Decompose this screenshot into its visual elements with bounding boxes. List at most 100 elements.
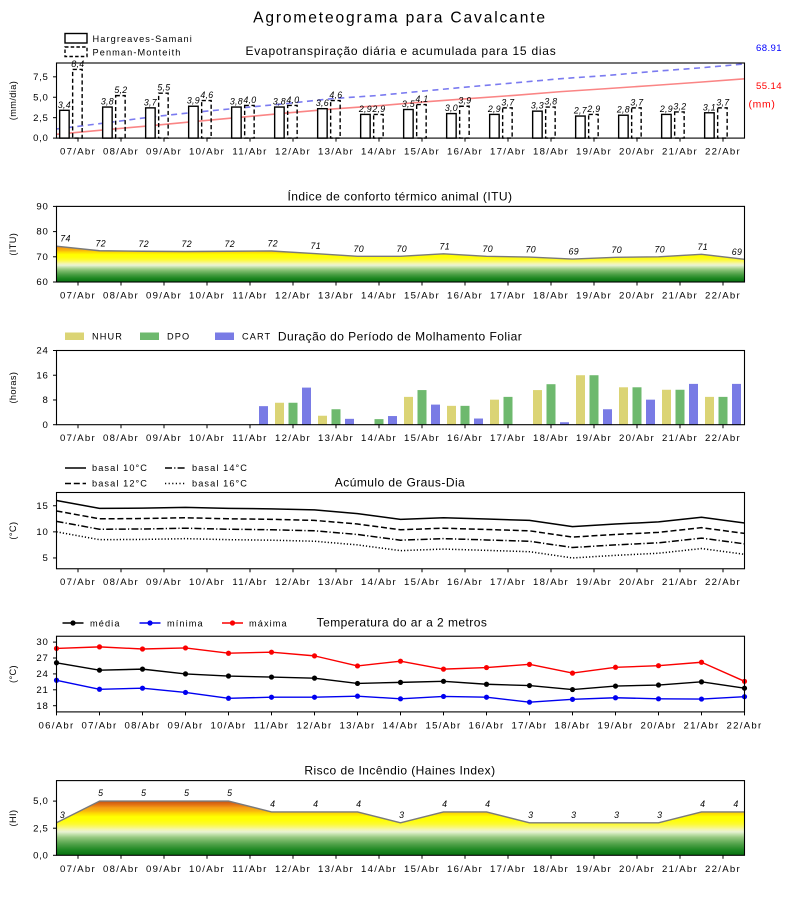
- svg-text:60: 60: [36, 277, 48, 288]
- svg-text:(HI): (HI): [8, 810, 18, 827]
- svg-text:2,9: 2,9: [659, 104, 673, 114]
- svg-text:16/Abr: 16/Abr: [468, 720, 504, 731]
- svg-text:19/Abr: 19/Abr: [576, 147, 612, 158]
- svg-text:71: 71: [698, 242, 708, 252]
- svg-text:2,9: 2,9: [371, 104, 385, 114]
- svg-text:4,0: 4,0: [286, 95, 299, 105]
- svg-text:18/Abr: 18/Abr: [533, 577, 569, 588]
- svg-text:07/Abr: 07/Abr: [81, 720, 117, 731]
- svg-text:80: 80: [36, 227, 48, 238]
- svg-text:3,7: 3,7: [716, 97, 730, 107]
- svg-text:16: 16: [36, 370, 48, 381]
- svg-text:(°C): (°C): [8, 522, 18, 540]
- svg-text:08/Abr: 08/Abr: [124, 720, 160, 731]
- svg-text:72: 72: [225, 239, 235, 249]
- svg-text:10/Abr: 10/Abr: [210, 720, 246, 731]
- svg-text:3,4: 3,4: [58, 100, 71, 110]
- svg-text:22/Abr: 22/Abr: [705, 147, 741, 158]
- svg-text:4: 4: [442, 799, 447, 809]
- svg-text:18/Abr: 18/Abr: [533, 147, 569, 158]
- svg-text:4: 4: [733, 799, 738, 809]
- svg-text:13/Abr: 13/Abr: [318, 433, 354, 444]
- svg-text:2,9: 2,9: [487, 104, 501, 114]
- svg-text:10/Abr: 10/Abr: [189, 147, 225, 158]
- svg-text:15/Abr: 15/Abr: [404, 864, 440, 875]
- svg-text:74: 74: [60, 234, 70, 244]
- svg-text:Índice de conforto térmico ani: Índice de conforto térmico animal (ITU): [288, 188, 513, 203]
- svg-text:11/Abr: 11/Abr: [232, 291, 267, 302]
- svg-text:2,5: 2,5: [33, 823, 48, 834]
- svg-text:18: 18: [36, 701, 48, 712]
- svg-text:10: 10: [36, 527, 48, 538]
- svg-text:3: 3: [657, 810, 662, 820]
- svg-text:10/Abr: 10/Abr: [189, 291, 225, 302]
- svg-text:5,0: 5,0: [33, 92, 48, 103]
- svg-text:NHUR: NHUR: [92, 332, 123, 342]
- svg-text:09/Abr: 09/Abr: [146, 433, 182, 444]
- svg-text:3,9: 3,9: [458, 96, 471, 106]
- svg-text:basal 10°C: basal 10°C: [92, 463, 148, 473]
- svg-text:14/Abr: 14/Abr: [361, 864, 397, 875]
- svg-text:12/Abr: 12/Abr: [275, 864, 311, 875]
- svg-text:19/Abr: 19/Abr: [576, 433, 612, 444]
- svg-text:3,7: 3,7: [144, 97, 158, 107]
- svg-text:14/Abr: 14/Abr: [361, 577, 397, 588]
- svg-text:3: 3: [614, 810, 619, 820]
- svg-text:5: 5: [227, 788, 232, 798]
- svg-text:30: 30: [36, 637, 48, 648]
- svg-text:4: 4: [700, 799, 705, 809]
- svg-text:22/Abr: 22/Abr: [705, 291, 741, 302]
- svg-text:12/Abr: 12/Abr: [275, 577, 311, 588]
- svg-text:17/Abr: 17/Abr: [490, 147, 526, 158]
- svg-text:14/Abr: 14/Abr: [382, 720, 418, 731]
- svg-text:3,3: 3,3: [531, 101, 544, 111]
- svg-text:16/Abr: 16/Abr: [447, 147, 483, 158]
- svg-text:12/Abr: 12/Abr: [275, 291, 311, 302]
- svg-text:14/Abr: 14/Abr: [361, 147, 397, 158]
- svg-text:70: 70: [526, 245, 536, 255]
- svg-text:21/Abr: 21/Abr: [662, 291, 698, 302]
- svg-text:3,0: 3,0: [445, 103, 458, 113]
- svg-text:14/Abr: 14/Abr: [361, 433, 397, 444]
- svg-text:(horas): (horas): [8, 372, 18, 404]
- svg-text:(ITU): (ITU): [8, 233, 18, 256]
- svg-text:24: 24: [36, 346, 48, 357]
- svg-text:09/Abr: 09/Abr: [146, 577, 182, 588]
- svg-text:18/Abr: 18/Abr: [533, 291, 569, 302]
- svg-text:22/Abr: 22/Abr: [726, 720, 762, 731]
- svg-text:máxima: máxima: [249, 618, 288, 628]
- svg-text:16/Abr: 16/Abr: [447, 577, 483, 588]
- svg-text:5,0: 5,0: [33, 796, 48, 807]
- svg-text:Hargreaves-Samani: Hargreaves-Samani: [93, 34, 193, 44]
- svg-text:média: média: [90, 618, 121, 628]
- svg-text:14/Abr: 14/Abr: [361, 291, 397, 302]
- svg-text:71: 71: [440, 241, 450, 251]
- svg-text:11/Abr: 11/Abr: [232, 147, 267, 158]
- svg-text:70: 70: [655, 244, 665, 254]
- svg-text:Agrometeograma para Cavalcante: Agrometeograma para Cavalcante: [253, 10, 547, 27]
- svg-text:15: 15: [36, 501, 48, 512]
- svg-text:15/Abr: 15/Abr: [404, 291, 440, 302]
- svg-text:3: 3: [571, 810, 576, 820]
- svg-text:Risco de Incêndio (Haines Inde: Risco de Incêndio (Haines Index): [304, 764, 495, 778]
- svg-text:16/Abr: 16/Abr: [447, 864, 483, 875]
- svg-text:3,9: 3,9: [187, 96, 200, 106]
- svg-text:20/Abr: 20/Abr: [619, 864, 655, 875]
- svg-text:70: 70: [354, 244, 364, 254]
- svg-text:17/Abr: 17/Abr: [490, 864, 526, 875]
- svg-text:22/Abr: 22/Abr: [705, 864, 741, 875]
- svg-text:20/Abr: 20/Abr: [619, 577, 655, 588]
- svg-text:4: 4: [485, 799, 490, 809]
- svg-text:70: 70: [36, 252, 48, 263]
- svg-text:55.14: 55.14: [756, 81, 782, 92]
- svg-text:21/Abr: 21/Abr: [683, 720, 719, 731]
- svg-text:2,5: 2,5: [33, 113, 48, 124]
- svg-text:08/Abr: 08/Abr: [103, 864, 139, 875]
- svg-text:13/Abr: 13/Abr: [339, 720, 375, 731]
- svg-text:09/Abr: 09/Abr: [167, 720, 203, 731]
- svg-text:15/Abr: 15/Abr: [425, 720, 461, 731]
- svg-text:15/Abr: 15/Abr: [404, 433, 440, 444]
- svg-text:70: 70: [612, 245, 622, 255]
- svg-text:21/Abr: 21/Abr: [662, 433, 698, 444]
- svg-text:2,7: 2,7: [573, 106, 588, 116]
